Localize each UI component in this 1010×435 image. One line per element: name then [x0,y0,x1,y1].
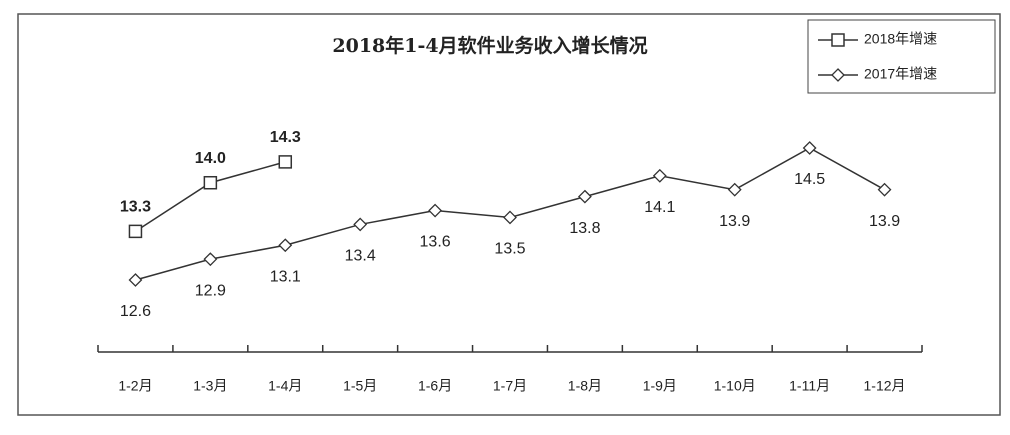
data-label: 14.0 [195,150,226,167]
marker [203,252,218,267]
data-label: 13.8 [569,220,600,237]
x-tick-label: 1-4月 [268,378,302,394]
marker [128,273,143,287]
data-label: 13.9 [719,213,750,230]
x-tick-label: 1-3月 [193,378,227,394]
x-tick-label: 1-9月 [643,378,677,394]
marker [652,168,667,183]
x-tick-label: 1-6月 [418,378,452,394]
data-label: 13.3 [120,199,151,216]
x-tick-label: 1-7月 [493,378,527,394]
marker [877,182,892,197]
legend-label: 2018年增速 [864,31,937,47]
marker [278,238,293,253]
marker [503,210,517,225]
marker [727,182,742,197]
marker [831,33,845,47]
marker [128,224,143,239]
marker [831,68,845,82]
data-label: 13.1 [270,268,301,285]
legend-label: 2017年增速 [864,66,937,82]
data-label: 14.5 [794,171,825,188]
x-tick-label: 1-12月 [864,378,906,394]
data-label: 13.4 [345,248,376,265]
marker [203,175,218,190]
data-label: 14.1 [644,199,675,216]
data-label: 14.3 [270,129,301,146]
data-label: 13.6 [420,234,451,251]
marker [428,203,443,218]
chart-title: 2018年1-4月软件业务收入增长情况 [332,34,647,57]
data-label: 13.5 [494,241,525,258]
x-tick-label: 1-10月 [714,378,756,394]
marker [278,155,293,169]
legend-box [807,19,996,94]
frame [17,13,1001,416]
x-tick-label: 1-2月 [118,378,152,394]
data-label: 13.9 [869,213,900,230]
series-line [135,161,286,232]
marker [802,141,817,155]
x-tick-label: 1-5月 [343,378,377,394]
x-tick-label: 1-11月 [789,378,830,394]
data-label: 12.9 [195,282,226,299]
x-tick-label: 1-8月 [568,378,602,394]
marker [577,189,592,204]
marker [353,217,368,232]
data-label: 12.6 [120,303,151,320]
